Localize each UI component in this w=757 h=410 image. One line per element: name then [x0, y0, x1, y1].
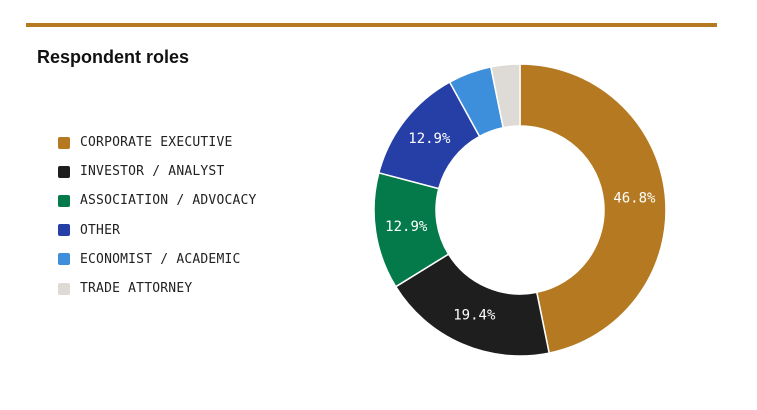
donut-chart: 46.8% 19.4% 12.9% 12.9% — [373, 63, 667, 357]
slice-label-investor-analyst: 19.4% — [453, 308, 496, 324]
legend-item-economist-academic: ECONOMIST / ACADEMIC — [58, 245, 257, 274]
legend-label: INVESTOR / ANALYST — [80, 164, 225, 180]
slice-label-other: 12.9% — [408, 131, 451, 147]
legend-swatch — [58, 194, 70, 207]
legend: CORPORATE EXECUTIVE INVESTOR / ANALYST A… — [58, 128, 257, 303]
legend-item-other: OTHER — [58, 216, 257, 245]
legend-item-corporate-executive: CORPORATE EXECUTIVE — [58, 128, 257, 157]
legend-label: ASSOCIATION / ADVOCACY — [80, 193, 257, 209]
slice-label-corporate-executive: 46.8% — [613, 190, 656, 206]
legend-swatch — [58, 253, 70, 266]
legend-item-association-advocacy: ASSOCIATION / ADVOCACY — [58, 186, 257, 215]
legend-label: OTHER — [80, 222, 121, 238]
legend-swatch — [58, 136, 70, 149]
top-rule — [26, 23, 717, 27]
chart-title: Respondent roles — [37, 47, 190, 67]
legend-swatch — [58, 165, 70, 178]
legend-label: CORPORATE EXECUTIVE — [80, 135, 233, 151]
legend-item-trade-attorney: TRADE ATTORNEY — [58, 274, 257, 303]
legend-label: TRADE ATTORNEY — [80, 281, 193, 297]
slice-trade-attorney — [489, 63, 521, 129]
legend-item-investor-analyst: INVESTOR / ANALYST — [58, 157, 257, 186]
slice-corporate-executive — [519, 63, 667, 354]
legend-swatch — [58, 224, 70, 237]
legend-swatch — [58, 282, 70, 295]
slice-label-association-advocacy: 12.9% — [385, 219, 428, 235]
legend-label: ECONOMIST / ACADEMIC — [80, 251, 241, 267]
